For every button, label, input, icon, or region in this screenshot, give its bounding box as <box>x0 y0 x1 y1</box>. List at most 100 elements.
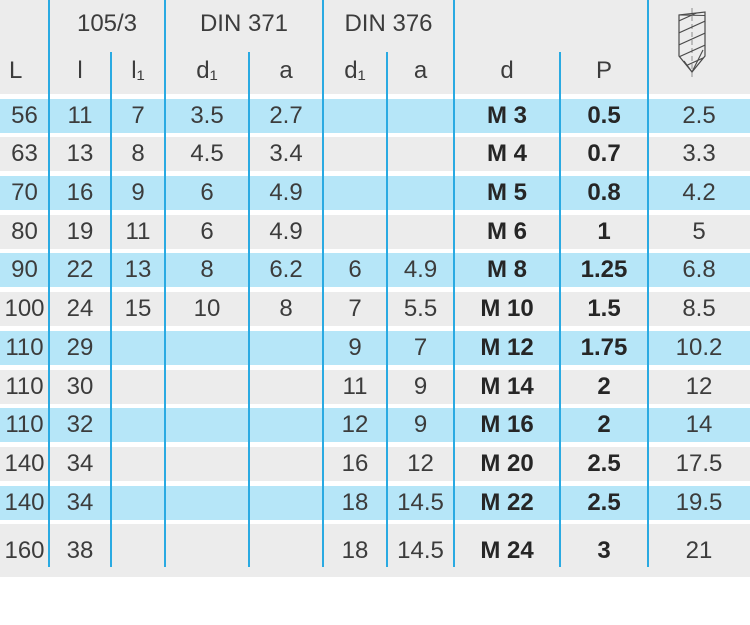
cell-a-371: 6.2 <box>269 256 303 284</box>
table-row: 63 13 8 4.5 3.4 M 4 0.7 3.3 <box>0 137 750 172</box>
cell-P: 3 <box>597 536 611 564</box>
cell-P: 0.5 <box>587 101 621 129</box>
cell-l1 <box>111 408 165 442</box>
cell-drill-diameter: 4.2 <box>682 179 716 207</box>
cell-l1 <box>111 331 165 365</box>
cell-d: M 6 <box>486 217 527 245</box>
cell-d: M 16 <box>480 411 534 439</box>
cell-drill-diameter: 8.5 <box>682 295 716 323</box>
cell-L: 63 <box>11 140 38 168</box>
cell-P: 1.5 <box>587 295 621 323</box>
cell-a-371 <box>249 370 323 404</box>
cell-a-371 <box>249 447 323 481</box>
cell-a-376: 4.9 <box>403 256 438 284</box>
table-row: 140 34 16 12 M 20 2.5 17.5 <box>0 446 750 481</box>
table-header: 105/3 DIN 371 DIN 376 L l l₁ d₁ a d₁ a d… <box>0 0 750 94</box>
cell-L: 140 <box>4 488 45 516</box>
column-header-d: d <box>500 57 514 84</box>
cell-P: 0.8 <box>587 179 621 207</box>
cell-P: 2.5 <box>587 449 621 477</box>
table-row: 140 34 18 14.5 M 22 2.5 19.5 <box>0 485 750 520</box>
cell-L: 140 <box>4 449 45 477</box>
cell-a-376: 9 <box>413 372 428 400</box>
column-rule <box>248 52 250 567</box>
cell-P: 1.75 <box>580 333 628 361</box>
table-row: 80 19 11 6 4.9 M 6 1 5 <box>0 214 750 249</box>
cell-L: 110 <box>5 411 44 439</box>
cell-l1: 9 <box>131 179 145 207</box>
cell-drill-diameter: 10.2 <box>675 333 723 361</box>
cell-d1-376: 12 <box>341 411 369 439</box>
cell-l: 16 <box>66 179 94 207</box>
cell-P: 1 <box>597 217 611 245</box>
cell-d1-371: 3.5 <box>190 101 224 129</box>
cell-a-376: 14.5 <box>397 488 444 516</box>
group-header-row: 105/3 DIN 371 DIN 376 <box>0 0 750 48</box>
cell-drill-diameter: 21 <box>685 536 713 564</box>
cell-l1 <box>111 447 165 481</box>
cell-l: 29 <box>66 333 94 361</box>
cell-a-371: 2.7 <box>269 101 303 129</box>
cell-a-371: 3.4 <box>269 140 303 168</box>
column-rule <box>322 0 324 567</box>
cell-d: M 10 <box>480 295 534 323</box>
cell-l1: 15 <box>124 295 152 323</box>
cell-a-371: 4.9 <box>269 217 303 245</box>
table-row: 90 22 13 8 6.2 6 4.9 M 8 1.25 6.8 <box>0 253 750 288</box>
column-rule <box>647 0 649 567</box>
cell-d1-371 <box>165 447 249 481</box>
cell-L: 56 <box>11 101 38 129</box>
cell-a-376: 9 <box>413 411 428 439</box>
cell-l1: 13 <box>124 256 152 284</box>
cell-L: 70 <box>11 179 38 207</box>
cell-d: M 8 <box>486 256 527 284</box>
cell-P: 2 <box>597 372 611 400</box>
cell-d1-371: 4.5 <box>190 140 224 168</box>
cell-a-371 <box>249 408 323 442</box>
cell-P: 1.25 <box>580 256 628 284</box>
table-row: 160 38 18 14.5 M 24 3 21 <box>0 524 750 578</box>
cell-l: 38 <box>66 536 94 564</box>
cell-d1-371: 6 <box>200 217 214 245</box>
cell-P: 2 <box>597 411 611 439</box>
cell-a-376: 14.5 <box>397 536 444 564</box>
cell-d1-371: 10 <box>193 295 221 323</box>
cell-d1-371 <box>165 486 249 520</box>
column-header-P: P <box>595 57 612 84</box>
cell-d1-376: 11 <box>342 372 368 400</box>
cell-l1: 8 <box>131 140 145 168</box>
cell-drill-diameter: 5 <box>692 217 706 245</box>
cell-l: 22 <box>66 256 94 284</box>
cell-d1-371 <box>165 408 249 442</box>
cell-P: 2.5 <box>587 488 621 516</box>
group-header-105-3: 105/3 <box>76 10 138 37</box>
table-row: 56 11 7 3.5 2.7 M 3 0.5 2.5 <box>0 98 750 133</box>
cell-L: 160 <box>4 536 45 564</box>
group-header-din-371: DIN 371 <box>199 10 289 37</box>
cell-a-371: 4.9 <box>269 179 303 207</box>
column-rule <box>164 0 166 567</box>
cell-a-371 <box>249 486 323 520</box>
cell-L: 100 <box>4 295 45 323</box>
cell-drill-diameter: 17.5 <box>675 449 723 477</box>
column-header-d1-371: d₁ <box>196 57 218 84</box>
table-row: 70 16 9 6 4.9 M 5 0.8 4.2 <box>0 176 750 211</box>
cell-d: M 20 <box>480 449 534 477</box>
cell-d1-376 <box>323 137 387 171</box>
group-header-empty <box>0 0 49 48</box>
cell-l1 <box>111 370 165 404</box>
cell-l: 11 <box>67 101 93 129</box>
cell-l1: 7 <box>131 101 145 129</box>
cell-d: M 12 <box>480 333 534 361</box>
cell-d1-371 <box>165 331 249 365</box>
cell-a-376 <box>387 137 454 171</box>
column-rule <box>453 0 455 567</box>
column-header-d1-376: d₁ <box>344 57 366 84</box>
cell-a-371: 8 <box>279 295 293 323</box>
cell-drill-diameter: 3.3 <box>682 140 716 168</box>
column-rule <box>386 52 388 567</box>
cell-a-371 <box>249 524 323 577</box>
cell-drill-diameter: 6.8 <box>682 256 716 284</box>
cell-d1-376: 7 <box>348 295 362 323</box>
table-row: 100 24 15 10 8 7 5.5 M 10 1.5 8.5 <box>0 292 750 327</box>
